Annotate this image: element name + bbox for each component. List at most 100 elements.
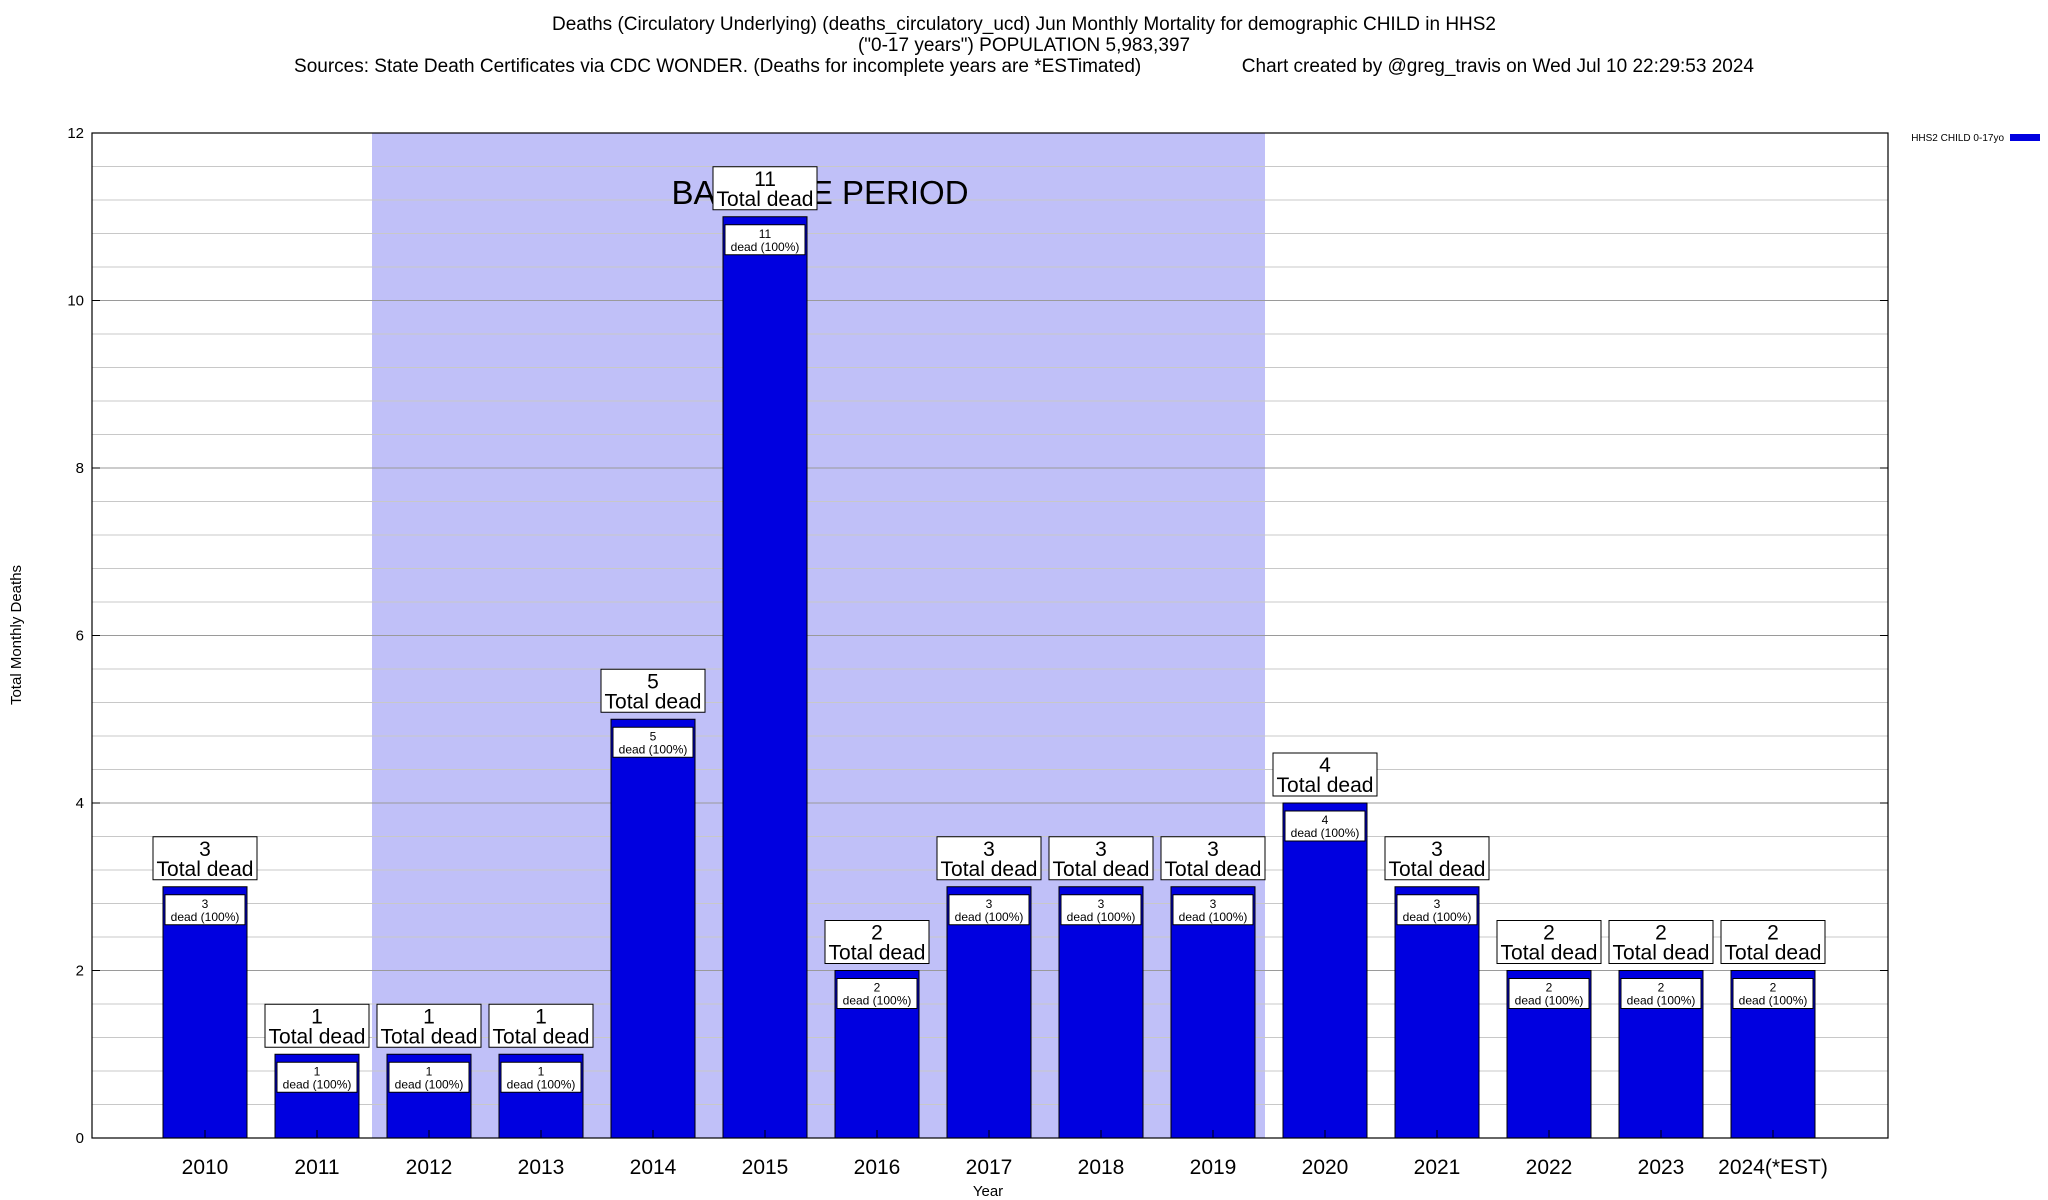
bar-top-label-box bbox=[600, 668, 706, 713]
bar-top-label-box bbox=[1272, 752, 1378, 797]
bar-inner-value: 2 bbox=[1658, 981, 1665, 995]
legend-swatch bbox=[2010, 134, 2040, 141]
bar-inner-label-box bbox=[948, 894, 1030, 926]
bar-top-label-box bbox=[1160, 836, 1266, 881]
bar-inner-label-box bbox=[836, 978, 918, 1009]
bar-top-value: 3 bbox=[1207, 838, 1219, 861]
bar-inner-label: dead (100%) bbox=[1291, 826, 1360, 840]
x-tick-label: 2021 bbox=[1414, 1156, 1461, 1179]
bar-top-label: Total dead bbox=[605, 690, 702, 713]
bar-top-value: 5 bbox=[647, 670, 659, 693]
y-tick-label: 12 bbox=[67, 125, 84, 142]
bar-inner-label: dead (100%) bbox=[619, 742, 688, 756]
bar-inner-label-box bbox=[1396, 894, 1478, 926]
bar-top-value: 2 bbox=[1767, 922, 1779, 945]
bar-top-value: 11 bbox=[754, 168, 776, 191]
bar-inner-value: 3 bbox=[202, 897, 209, 911]
bar-top-label: Total dead bbox=[1277, 774, 1374, 797]
bar bbox=[610, 718, 696, 1139]
bar-inner-label-box bbox=[388, 1061, 470, 1093]
bar-inner-value: 1 bbox=[314, 1064, 321, 1078]
bar-top-label-box bbox=[712, 166, 818, 211]
x-tick-label: 2020 bbox=[1302, 1156, 1349, 1179]
bar-inner-label: dead (100%) bbox=[171, 910, 240, 924]
bar-top-label-box bbox=[488, 1003, 594, 1048]
bar bbox=[1058, 886, 1144, 1139]
bar bbox=[1394, 886, 1480, 1139]
x-tick-label: 2017 bbox=[966, 1156, 1013, 1179]
bar bbox=[722, 216, 808, 1139]
chart-title: Deaths (Circulatory Underlying) (deaths_… bbox=[551, 14, 1497, 35]
bar-inner-label: dead (100%) bbox=[1739, 994, 1808, 1008]
bar-top-label: Total dead bbox=[269, 1025, 366, 1048]
bar-top-label-box bbox=[1496, 920, 1602, 964]
bar-inner-label: dead (100%) bbox=[1515, 994, 1584, 1008]
x-tick-label: 2019 bbox=[1190, 1156, 1237, 1179]
x-tick-label: 2016 bbox=[854, 1156, 901, 1179]
bar-inner-label: dead (100%) bbox=[1403, 910, 1472, 924]
y-tick-label: 4 bbox=[76, 795, 84, 812]
bar-inner-label-box bbox=[1508, 978, 1590, 1009]
bar-inner-label: dead (100%) bbox=[955, 910, 1024, 924]
bar-inner-label-box bbox=[612, 726, 694, 758]
bar-top-value: 2 bbox=[1655, 922, 1667, 945]
bar-top-label: Total dead bbox=[381, 1025, 478, 1048]
plot-frame bbox=[91, 132, 1889, 1139]
bar-inner-label-box bbox=[1284, 810, 1366, 842]
bar-inner-label-box bbox=[1060, 894, 1142, 926]
bar-top-value: 1 bbox=[535, 1005, 547, 1028]
x-tick-label: 2018 bbox=[1078, 1156, 1125, 1179]
bar-top-value: 2 bbox=[871, 922, 883, 945]
chart-credit: Chart created by @greg_travis on Wed Jul… bbox=[1241, 56, 1754, 77]
bar-top-label-box bbox=[264, 1003, 370, 1048]
bar-top-label-box bbox=[1048, 836, 1154, 881]
bar bbox=[946, 886, 1032, 1139]
bar bbox=[162, 886, 248, 1139]
bar-inner-value: 1 bbox=[538, 1064, 545, 1078]
bar-inner-value: 2 bbox=[874, 981, 881, 995]
chart-sources: Sources: State Death Certificates via CD… bbox=[294, 56, 1142, 77]
bar-top-label: Total dead bbox=[493, 1025, 590, 1048]
bar-inner-label: dead (100%) bbox=[395, 1077, 464, 1091]
y-tick-label: 6 bbox=[76, 628, 84, 645]
bar-inner-label-box bbox=[500, 1061, 582, 1093]
x-tick-label: 2010 bbox=[182, 1156, 229, 1179]
x-tick-label: 2024(*EST) bbox=[1718, 1156, 1828, 1179]
bar-top-label-box bbox=[936, 836, 1042, 881]
bar-inner-value: 4 bbox=[1322, 813, 1329, 827]
bar-inner-label-box bbox=[724, 224, 806, 256]
bar-top-value: 3 bbox=[983, 838, 995, 861]
bar-top-value: 1 bbox=[423, 1005, 435, 1028]
bar-inner-value: 11 bbox=[759, 227, 772, 241]
bar-top-label-box bbox=[376, 1003, 482, 1048]
bar-inner-value: 3 bbox=[1098, 897, 1105, 911]
bar-top-label: Total dead bbox=[717, 188, 814, 211]
bar-top-label: Total dead bbox=[1053, 858, 1150, 881]
bar-inner-value: 2 bbox=[1770, 981, 1777, 995]
x-tick-label: 2023 bbox=[1638, 1156, 1685, 1179]
bar-inner-label: dead (100%) bbox=[1627, 994, 1696, 1008]
bar-inner-label: dead (100%) bbox=[1067, 910, 1136, 924]
x-tick-label: 2014 bbox=[630, 1156, 677, 1179]
x-tick-label: 2015 bbox=[742, 1156, 789, 1179]
bar bbox=[1282, 802, 1368, 1139]
bar-top-label: Total dead bbox=[1165, 858, 1262, 881]
bar-inner-label: dead (100%) bbox=[1179, 910, 1248, 924]
y-tick-label: 8 bbox=[76, 460, 84, 477]
bar-top-label: Total dead bbox=[1613, 942, 1710, 965]
bar-inner-value: 3 bbox=[1434, 897, 1441, 911]
bar-inner-label: dead (100%) bbox=[843, 994, 912, 1008]
x-tick-label: 2012 bbox=[406, 1156, 453, 1179]
x-tick-label: 2022 bbox=[1526, 1156, 1573, 1179]
bar-inner-label: dead (100%) bbox=[283, 1077, 352, 1091]
bar-top-value: 3 bbox=[199, 838, 211, 861]
bar-inner-value: 1 bbox=[426, 1064, 433, 1078]
bar-inner-value: 2 bbox=[1546, 981, 1553, 995]
bar-inner-label-box bbox=[1620, 978, 1702, 1009]
y-axis-title: Total Monthly Deaths bbox=[8, 565, 25, 705]
bar-inner-label-box bbox=[164, 894, 246, 926]
bar-top-label: Total dead bbox=[157, 858, 254, 881]
bar-inner-value: 3 bbox=[1210, 897, 1217, 911]
x-tick-label: 2013 bbox=[518, 1156, 565, 1179]
bar-top-label-box bbox=[152, 836, 258, 881]
